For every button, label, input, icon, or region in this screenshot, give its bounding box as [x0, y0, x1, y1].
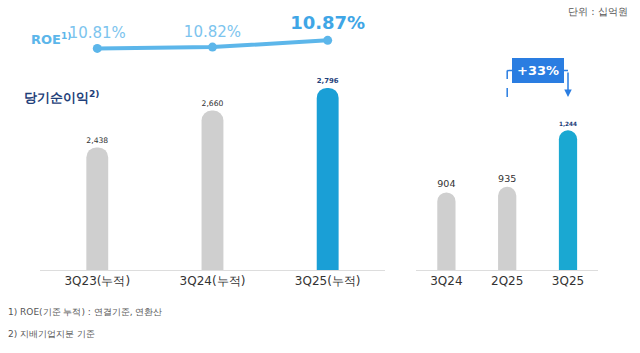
svg-text:935: 935	[498, 173, 516, 184]
svg-text:2) 지배기업지분 기준: 2) 지배기업지분 기준	[8, 329, 95, 339]
svg-text:10.87%: 10.87%	[290, 12, 365, 33]
svg-text:2,438: 2,438	[86, 136, 108, 145]
svg-text:3Q25: 3Q25	[552, 274, 584, 288]
svg-text:1) ROE(기준 누적) : 연결기준, 연환산: 1) ROE(기준 누적) : 연결기준, 연환산	[8, 307, 162, 317]
svg-text:2,660: 2,660	[202, 99, 224, 108]
svg-text:단위 : 십억원: 단위 : 십억원	[568, 6, 628, 17]
svg-text:10.81%: 10.81%	[69, 24, 126, 42]
svg-text:10.82%: 10.82%	[184, 23, 241, 41]
svg-text:2Q25: 2Q25	[491, 274, 523, 288]
svg-text:ROE​1)​: ROE​1)​	[31, 31, 71, 47]
svg-text:당기순이익​2)​: 당기순이익​2)​	[24, 89, 99, 105]
svg-text:3Q23(누적): 3Q23(누적)	[64, 274, 130, 288]
svg-text:1,244: 1,244	[559, 121, 577, 127]
svg-text:2,796: 2,796	[317, 77, 339, 85]
svg-text:3Q24(누적): 3Q24(누적)	[180, 274, 246, 288]
svg-text:904: 904	[437, 178, 455, 189]
svg-text:+33%: +33%	[517, 63, 559, 78]
svg-text:3Q25(누적): 3Q25(누적)	[295, 274, 361, 288]
svg-text:3Q24: 3Q24	[430, 274, 462, 288]
